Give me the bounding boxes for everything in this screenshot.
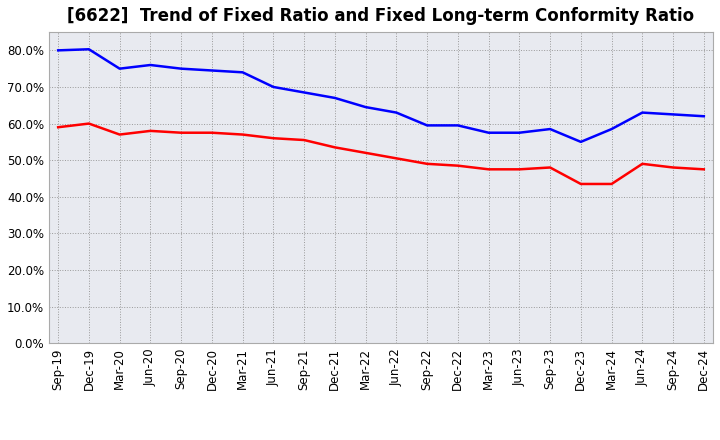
Fixed Long-term Conformity Ratio (577, 181, 585, 187)
Fixed Ratio (361, 104, 370, 110)
Fixed Long-term Conformity Ratio (423, 161, 431, 166)
Fixed Long-term Conformity Ratio (392, 156, 401, 161)
Fixed Ratio (638, 110, 647, 115)
Fixed Long-term Conformity Ratio (638, 161, 647, 166)
Line: Fixed Long-term Conformity Ratio: Fixed Long-term Conformity Ratio (58, 124, 704, 184)
Fixed Ratio (485, 130, 493, 136)
Fixed Long-term Conformity Ratio (115, 132, 124, 137)
Fixed Long-term Conformity Ratio (207, 130, 216, 136)
Fixed Long-term Conformity Ratio (607, 181, 616, 187)
Fixed Long-term Conformity Ratio (269, 136, 278, 141)
Fixed Ratio (515, 130, 523, 136)
Title: [6622]  Trend of Fixed Ratio and Fixed Long-term Conformity Ratio: [6622] Trend of Fixed Ratio and Fixed Lo… (68, 7, 695, 25)
Fixed Long-term Conformity Ratio (146, 128, 155, 133)
Fixed Long-term Conformity Ratio (361, 150, 370, 155)
Fixed Long-term Conformity Ratio (669, 165, 678, 170)
Fixed Ratio (546, 126, 554, 132)
Fixed Ratio (423, 123, 431, 128)
Fixed Ratio (700, 114, 708, 119)
Fixed Ratio (54, 48, 63, 53)
Fixed Ratio (269, 84, 278, 90)
Fixed Ratio (392, 110, 401, 115)
Fixed Long-term Conformity Ratio (515, 167, 523, 172)
Fixed Ratio (115, 66, 124, 71)
Fixed Ratio (454, 123, 462, 128)
Fixed Ratio (577, 139, 585, 144)
Legend: Fixed Ratio, Fixed Long-term Conformity Ratio: Fixed Ratio, Fixed Long-term Conformity … (174, 437, 588, 440)
Fixed Ratio (177, 66, 186, 71)
Fixed Long-term Conformity Ratio (330, 145, 339, 150)
Fixed Ratio (207, 68, 216, 73)
Fixed Long-term Conformity Ratio (700, 167, 708, 172)
Line: Fixed Ratio: Fixed Ratio (58, 49, 704, 142)
Fixed Long-term Conformity Ratio (485, 167, 493, 172)
Fixed Ratio (238, 70, 247, 75)
Fixed Ratio (330, 95, 339, 101)
Fixed Ratio (607, 126, 616, 132)
Fixed Ratio (300, 90, 308, 95)
Fixed Long-term Conformity Ratio (54, 125, 63, 130)
Fixed Long-term Conformity Ratio (177, 130, 186, 136)
Fixed Long-term Conformity Ratio (238, 132, 247, 137)
Fixed Ratio (84, 47, 93, 52)
Fixed Ratio (669, 112, 678, 117)
Fixed Long-term Conformity Ratio (546, 165, 554, 170)
Fixed Long-term Conformity Ratio (300, 137, 308, 143)
Fixed Long-term Conformity Ratio (454, 163, 462, 169)
Fixed Ratio (146, 62, 155, 68)
Fixed Long-term Conformity Ratio (84, 121, 93, 126)
